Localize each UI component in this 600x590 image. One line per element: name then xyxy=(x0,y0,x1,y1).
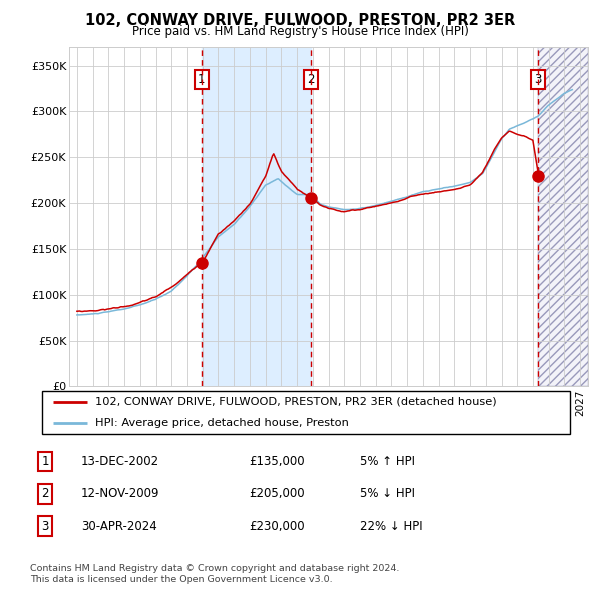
Text: 102, CONWAY DRIVE, FULWOOD, PRESTON, PR2 3ER: 102, CONWAY DRIVE, FULWOOD, PRESTON, PR2… xyxy=(85,13,515,28)
Text: 1: 1 xyxy=(41,455,49,468)
Text: 2: 2 xyxy=(41,487,49,500)
Bar xyxy=(538,47,588,386)
Text: 2: 2 xyxy=(307,73,314,86)
Text: 1: 1 xyxy=(198,73,206,86)
Text: 5% ↑ HPI: 5% ↑ HPI xyxy=(360,455,415,468)
Text: £135,000: £135,000 xyxy=(249,455,305,468)
Text: This data is licensed under the Open Government Licence v3.0.: This data is licensed under the Open Gov… xyxy=(30,575,332,584)
Text: HPI: Average price, detached house, Preston: HPI: Average price, detached house, Pres… xyxy=(95,418,349,428)
Text: 12-NOV-2009: 12-NOV-2009 xyxy=(81,487,160,500)
Text: 30-APR-2024: 30-APR-2024 xyxy=(81,520,157,533)
Text: 102, CONWAY DRIVE, FULWOOD, PRESTON, PR2 3ER (detached house): 102, CONWAY DRIVE, FULWOOD, PRESTON, PR2… xyxy=(95,397,496,407)
Text: 3: 3 xyxy=(41,520,49,533)
Text: 22% ↓ HPI: 22% ↓ HPI xyxy=(360,520,422,533)
Text: 3: 3 xyxy=(535,73,542,86)
Text: 13-DEC-2002: 13-DEC-2002 xyxy=(81,455,159,468)
Bar xyxy=(538,47,588,386)
FancyBboxPatch shape xyxy=(42,391,570,434)
Text: £230,000: £230,000 xyxy=(249,520,305,533)
Text: 5% ↓ HPI: 5% ↓ HPI xyxy=(360,487,415,500)
Text: £205,000: £205,000 xyxy=(249,487,305,500)
Text: Price paid vs. HM Land Registry's House Price Index (HPI): Price paid vs. HM Land Registry's House … xyxy=(131,25,469,38)
Bar xyxy=(202,47,311,386)
Text: Contains HM Land Registry data © Crown copyright and database right 2024.: Contains HM Land Registry data © Crown c… xyxy=(30,565,400,573)
